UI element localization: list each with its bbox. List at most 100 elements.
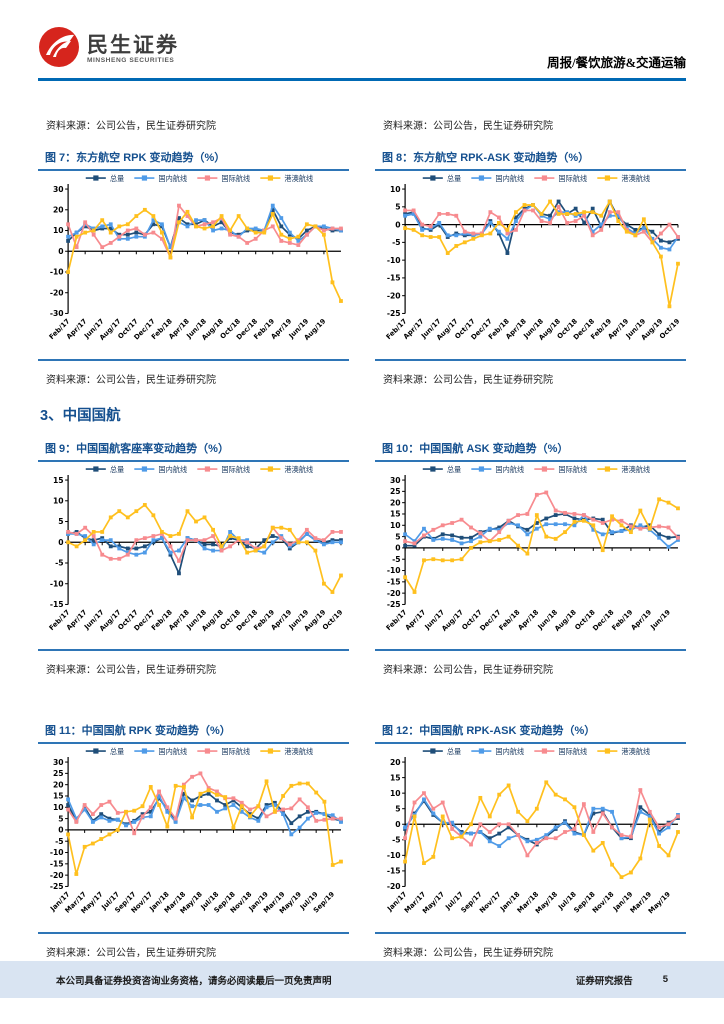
svg-text:总量: 总量 — [447, 464, 461, 473]
svg-text:20: 20 — [390, 498, 401, 507]
svg-text:Nov/17: Nov/17 — [478, 890, 503, 915]
brand-text: 民生证券 MINSHENG SECURITIES — [87, 34, 179, 65]
figure-11-chart: 总量 国内航线 国际航线 港澳航线 30 25 20 15 10 5 0 -5 -10 -15 -20 -25… — [38, 744, 349, 931]
svg-text:-15: -15 — [50, 600, 64, 609]
brand-name-en: MINSHENG SECURITIES — [87, 57, 175, 65]
figure-8-title: 图 8：东方航空 RPK-ASK 变动趋势（%） — [382, 152, 590, 164]
svg-text:港澳航线: 港澳航线 — [621, 464, 650, 473]
svg-text:-5: -5 — [55, 837, 63, 846]
source-note: 资料来源：公司公告，民生证券研究院 — [383, 947, 553, 959]
svg-text:Apr/18: Apr/18 — [517, 608, 541, 632]
svg-text:总量: 总量 — [110, 174, 124, 183]
figure-9-chart: 总量 国内航线 国际航线 港澳航线 15 10 5 0 -5 -10 -15 Feb/17 Apr/17… — [38, 462, 349, 649]
footer-report-type: 证券研究报告 — [575, 975, 633, 987]
figure-7: 图 7：东方航空 RPK 变动趋势（%） 总量 国内航线 国际航线 港澳航线 30 20 1… — [38, 147, 349, 361]
svg-text:-25: -25 — [50, 882, 64, 891]
minsheng-logo-icon — [38, 26, 80, 73]
svg-text:-10: -10 — [50, 579, 64, 588]
svg-text:5: 5 — [395, 532, 400, 541]
svg-text:-5: -5 — [55, 558, 63, 567]
svg-text:-10: -10 — [387, 851, 401, 860]
svg-text:-5: -5 — [392, 836, 400, 845]
figure-9-title: 图 9：中国国航客座率变动趋势（%） — [45, 442, 229, 455]
svg-text:0: 0 — [395, 220, 400, 229]
source-note: 资料来源：公司公告，民生证券研究院 — [46, 374, 216, 386]
svg-text:总量: 总量 — [110, 464, 124, 473]
svg-text:30: 30 — [53, 758, 64, 767]
svg-text:-15: -15 — [387, 867, 401, 876]
svg-text:总量: 总量 — [447, 747, 461, 756]
figure-8-chart: 总量 国内航线 国际航线 港澳航线 10 5 0 -5 -10 -15 -20 -25 Feb/17 Ap… — [375, 171, 686, 358]
page-footer: 本公司具备证券投资咨询业务资格，请务必阅读最后一页免责声明 证券研究报告 5 — [0, 961, 724, 998]
figure-11-title: 图 11：中国国航 RPK 变动趋势（%） — [45, 725, 231, 738]
header-divider — [38, 78, 686, 81]
figure-8-title-rule — [375, 169, 686, 171]
svg-text:0: 0 — [395, 820, 400, 829]
figure-9-title-rule — [38, 459, 349, 462]
svg-text:国际航线: 国际航线 — [221, 747, 250, 756]
svg-text:0: 0 — [58, 247, 63, 256]
svg-text:10: 10 — [390, 185, 401, 194]
svg-text:30: 30 — [53, 185, 64, 194]
source-note: 资料来源：公司公告，民生证券研究院 — [383, 665, 553, 677]
svg-text:港澳航线: 港澳航线 — [621, 174, 650, 183]
footer-page-number: 5 — [662, 974, 668, 985]
footer-right: 证券研究报告 5 — [576, 973, 668, 987]
svg-text:国内航线: 国内航线 — [495, 464, 524, 473]
svg-text:10: 10 — [53, 226, 64, 235]
svg-text:0: 0 — [58, 826, 63, 835]
svg-text:-5: -5 — [392, 555, 400, 564]
svg-text:10: 10 — [390, 789, 401, 798]
svg-text:-20: -20 — [387, 882, 401, 891]
svg-text:5: 5 — [395, 203, 400, 212]
svg-text:20: 20 — [53, 781, 64, 790]
figure-11-title-rule — [38, 742, 349, 745]
svg-text:-15: -15 — [387, 274, 401, 283]
figure-10-title-rule — [375, 459, 686, 462]
minsheng-logo: 民生证券 MINSHENG SECURITIES — [38, 26, 179, 73]
section-heading-air-china: 3、中国国航 — [40, 407, 121, 424]
svg-text:港澳航线: 港澳航线 — [621, 747, 650, 756]
svg-text:-25: -25 — [387, 309, 401, 318]
svg-text:-20: -20 — [387, 588, 401, 597]
svg-text:-30: -30 — [50, 309, 64, 318]
fig8-plot: 总量 国内航线 国际航线 港澳航线1050-5-10-15-20-25Feb/17Ap… — [385, 174, 682, 342]
svg-text:15: 15 — [390, 774, 401, 783]
svg-text:25: 25 — [390, 487, 401, 496]
fig12-plot: 总量 国内航线 国际航线 港澳航线20151050-5-10-15-20Jan/17M… — [385, 747, 680, 916]
figure-10-chart: 总量 国内航线 国际航线 港澳航线 30 25 20 15 10 5 0 -5 -10 -15 -20 -25… — [375, 462, 686, 649]
page-header: 民生证券 MINSHENG SECURITIES 周报/餐饮旅游&交通运输 — [0, 0, 724, 73]
svg-text:20: 20 — [390, 758, 401, 767]
svg-text:-10: -10 — [387, 256, 401, 265]
figure-9: 图 9：中国国航客座率变动趋势（%） 总量 国内航线 国际航线 港澳航线 15 10 5 0 -… — [38, 438, 349, 652]
figure-12-title-rule — [375, 742, 686, 745]
svg-text:国际航线: 国际航线 — [558, 464, 587, 473]
svg-text:总量: 总量 — [110, 747, 124, 756]
report-category-tag: 周报/餐饮旅游&交通运输 — [547, 56, 686, 70]
figure-12-title: 图 12：中国国航 RPK-ASK 变动趋势（%） — [382, 725, 596, 738]
svg-text:国际航线: 国际航线 — [221, 464, 250, 473]
svg-text:5: 5 — [395, 805, 400, 814]
svg-text:-25: -25 — [387, 600, 401, 609]
svg-text:Jun/19: Jun/19 — [648, 608, 672, 632]
figure-11-bottom-rule — [38, 931, 349, 934]
figure-11: 图 11：中国国航 RPK 变动趋势（%） 总量 国内航线 国际航线 港澳航线 30 25… — [38, 720, 349, 934]
footer-disclaimer: 本公司具备证券投资咨询业务资格，请务必阅读最后一页免责声明 — [56, 975, 332, 987]
figure-12-bottom-rule — [375, 931, 686, 934]
svg-text:25: 25 — [53, 769, 64, 778]
figure-8-bottom-rule — [375, 358, 686, 361]
svg-text:-20: -20 — [387, 291, 401, 300]
svg-text:国内航线: 国内航线 — [495, 747, 524, 756]
svg-text:总量: 总量 — [447, 174, 461, 183]
svg-text:10: 10 — [53, 803, 64, 812]
figure-7-title-rule — [38, 169, 349, 171]
svg-text:国内航线: 国内航线 — [158, 174, 187, 183]
svg-text:-20: -20 — [50, 288, 64, 297]
figure-10-title: 图 10：中国国航 ASK 变动趋势（%） — [382, 442, 569, 455]
svg-text:国内航线: 国内航线 — [158, 464, 187, 473]
source-note: 资料来源：公司公告，民生证券研究院 — [46, 947, 216, 959]
figure-10: 图 10：中国国航 ASK 变动趋势（%） 总量 国内航线 国际航线 港澳航线 30 25… — [375, 438, 686, 652]
svg-text:5: 5 — [58, 517, 63, 526]
source-note: 资料来源：公司公告，民生证券研究院 — [46, 665, 216, 677]
